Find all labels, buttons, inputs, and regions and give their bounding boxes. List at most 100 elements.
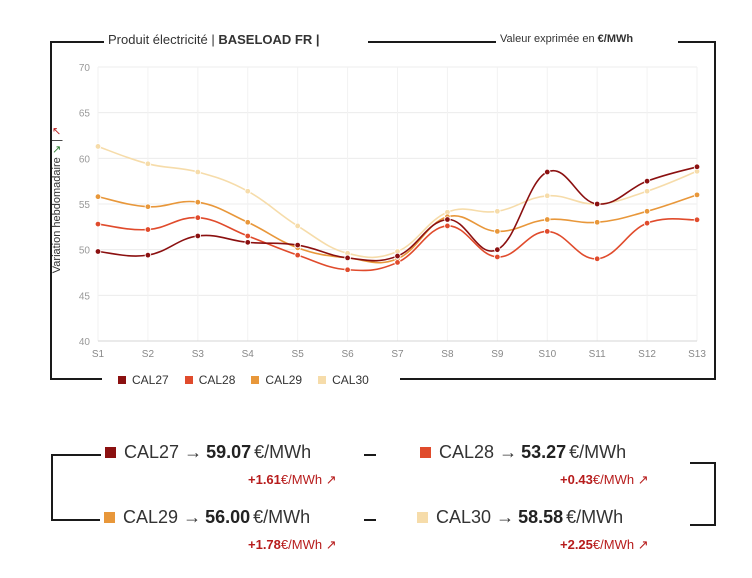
delta-value-cal27: +1.61 — [248, 472, 281, 487]
delta-cal30: +2.25€/MWh ↗ — [560, 537, 649, 553]
data-point-cal28-s10[interactable] — [544, 228, 551, 235]
data-point-cal27-s11[interactable] — [593, 200, 601, 208]
summary-unit-cal29: €/MWh — [253, 507, 311, 527]
delta-value-cal30: +2.25 — [560, 537, 593, 552]
legend-swatch-cal27 — [118, 376, 126, 384]
x-tick-label: S7 — [391, 349, 404, 360]
data-point-cal27-s3[interactable] — [194, 232, 202, 240]
up-right-arrow-icon: ↗ — [637, 472, 649, 487]
chart-title: Produit électricité | BASELOAD FR | — [104, 32, 324, 47]
chart-frame-top-mid — [368, 41, 496, 43]
legend-item-cal29[interactable]: CAL29 — [251, 373, 302, 387]
summary-cal30: CAL30 → 58.58 €/MWh — [413, 507, 628, 528]
data-point-cal30-s5[interactable] — [294, 222, 301, 230]
data-point-cal29-s4[interactable] — [244, 219, 251, 226]
data-point-cal29-s9[interactable] — [494, 228, 501, 235]
y-tick-label: 60 — [79, 154, 91, 165]
data-point-cal28-s2[interactable] — [144, 226, 152, 233]
chart-frame-top-right — [678, 41, 716, 43]
summary-frame-mid-bottom — [364, 519, 376, 521]
summary-frame-top-right — [690, 462, 716, 464]
data-point-cal29-s1[interactable] — [94, 193, 102, 200]
summary-frame-bottom-left — [51, 519, 101, 521]
data-point-cal30-s2[interactable] — [144, 160, 152, 168]
data-point-cal27-s8[interactable] — [444, 216, 451, 223]
data-point-cal28-s6[interactable] — [344, 266, 351, 273]
data-point-cal29-s3[interactable] — [194, 198, 202, 206]
up-right-arrow-icon: ↗ — [325, 537, 337, 552]
delta-cal27: +1.61€/MWh ↗ — [248, 472, 337, 488]
summary-swatch-cal29 — [104, 512, 115, 523]
chart-frame-bottom-right — [400, 378, 716, 380]
data-point-cal28-s13[interactable] — [693, 216, 701, 224]
summary-name-cal27: CAL27 — [124, 442, 180, 462]
data-point-cal27-s13[interactable] — [693, 163, 701, 171]
data-point-cal30-s4[interactable] — [244, 188, 251, 195]
unit-note-unit: €/MWh — [597, 33, 634, 45]
summary-name-cal29: CAL29 — [123, 507, 179, 527]
summary-name-cal28: CAL28 — [439, 442, 495, 462]
data-point-cal28-s3[interactable] — [194, 214, 202, 221]
data-point-cal28-s12[interactable] — [643, 219, 651, 227]
delta-cal28: +0.43€/MWh ↗ — [560, 472, 649, 488]
data-point-cal29-s11[interactable] — [593, 219, 601, 226]
legend-item-cal28[interactable]: CAL28 — [184, 373, 236, 387]
data-point-cal27-s2[interactable] — [144, 251, 152, 259]
data-point-cal29-s10[interactable] — [544, 216, 551, 223]
summary-cal27: CAL27 → 59.07 €/MWh — [101, 442, 316, 463]
legend-item-cal27[interactable]: CAL27 — [118, 373, 169, 387]
summary-swatch-cal27 — [105, 447, 116, 458]
x-tick-label: S6 — [341, 349, 354, 360]
data-point-cal27-s6[interactable] — [344, 254, 351, 262]
up-right-arrow-icon: ↗ — [637, 537, 649, 552]
chart-title-prefix: Produit électricité | — [108, 32, 215, 47]
data-point-cal29-s2[interactable] — [144, 203, 152, 210]
unit-note-prefix: Valeur exprimée en — [500, 33, 595, 45]
data-point-cal30-s3[interactable] — [194, 168, 202, 176]
data-point-cal27-s12[interactable] — [643, 177, 651, 185]
summary-frame-top-left — [51, 454, 103, 456]
x-tick-label: S13 — [688, 349, 706, 360]
data-point-cal28-s9[interactable] — [494, 253, 501, 261]
delta-unit-cal27: €/MWh — [280, 472, 323, 487]
chart-frame-left — [50, 41, 52, 380]
y-tick-label: 50 — [79, 246, 91, 257]
data-point-cal28-s1[interactable] — [94, 220, 102, 228]
data-point-cal28-s5[interactable] — [294, 251, 301, 259]
x-tick-label: S11 — [589, 349, 606, 360]
data-point-cal27-s1[interactable] — [94, 248, 102, 255]
summary-swatch-cal30 — [417, 512, 428, 523]
delta-value-cal28: +0.43 — [560, 472, 593, 487]
data-point-cal27-s7[interactable] — [394, 252, 401, 260]
y-tick-label: 65 — [79, 109, 91, 120]
data-point-cal30-s10[interactable] — [544, 192, 551, 199]
summary-frame-mid-top — [364, 454, 376, 456]
legend-swatch-cal28 — [184, 376, 193, 384]
data-point-cal29-s13[interactable] — [693, 191, 701, 199]
chart-legend: CAL27 CAL28 CAL29 CAL30 — [112, 373, 375, 387]
legend-label-cal27: CAL27 — [132, 373, 169, 387]
legend-swatch-cal30 — [318, 376, 327, 384]
x-tick-label: S8 — [441, 349, 454, 360]
x-tick-label: S3 — [192, 349, 205, 360]
data-point-cal27-s4[interactable] — [244, 239, 251, 246]
chart-title-product: BASELOAD FR | — [218, 32, 320, 47]
data-point-cal28-s7[interactable] — [394, 259, 401, 266]
data-point-cal27-s5[interactable] — [294, 241, 301, 249]
data-point-cal28-s11[interactable] — [593, 255, 601, 262]
data-point-cal30-s12[interactable] — [643, 188, 651, 195]
summary-swatch-cal28 — [420, 447, 431, 458]
summary-value-cal29: 56.00 — [205, 507, 251, 527]
data-point-cal27-s10[interactable] — [544, 168, 551, 176]
x-tick-label: S12 — [638, 349, 656, 360]
data-point-cal30-s1[interactable] — [94, 143, 102, 150]
legend-item-cal30[interactable]: CAL30 — [318, 373, 369, 387]
data-point-cal27-s9[interactable] — [494, 246, 501, 253]
legend-label-cal28: CAL28 — [198, 373, 236, 387]
data-point-cal28-s4[interactable] — [244, 232, 251, 240]
data-point-cal28-s8[interactable] — [444, 222, 451, 230]
x-tick-label: S4 — [242, 349, 255, 360]
data-point-cal30-s9[interactable] — [494, 208, 501, 215]
data-point-cal29-s12[interactable] — [643, 208, 651, 215]
